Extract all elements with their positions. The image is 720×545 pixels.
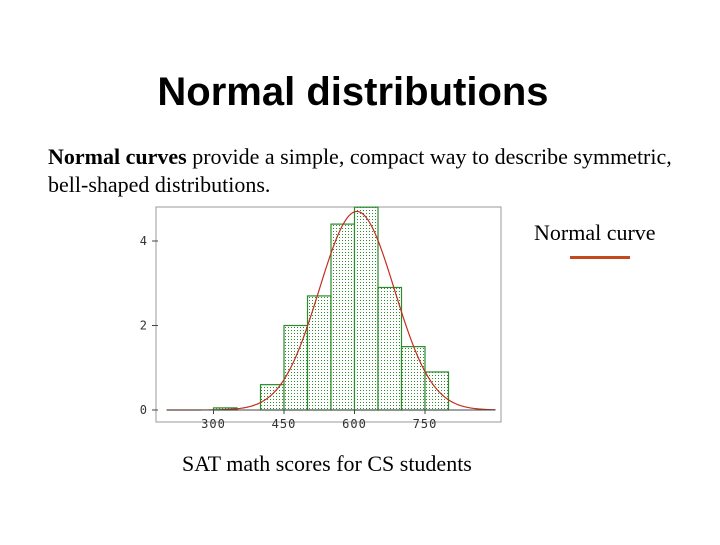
intro-rest-text: provide a simple, compact way to describ…	[48, 144, 672, 197]
histogram-bar	[259, 384, 285, 411]
histogram-bar	[400, 346, 426, 411]
histogram-bar	[306, 295, 332, 411]
x-tick-label: 600	[342, 417, 367, 431]
y-tick-label: 2	[140, 319, 147, 333]
intro-text: Normal curves provide a simple, compact …	[48, 143, 688, 199]
intro-bold-term: Normal curves	[48, 144, 187, 169]
x-axis-label: SAT math scores for CS students	[182, 451, 472, 476]
slide-title: Normal distributions	[157, 70, 549, 114]
x-tick-label: 750	[413, 417, 438, 431]
y-tick-label: 0	[140, 403, 147, 417]
legend-swatch	[570, 256, 630, 259]
histogram-bar	[330, 223, 356, 411]
histogram-bar	[353, 206, 379, 411]
plot-frame	[155, 206, 502, 423]
legend-label: Normal curve	[534, 220, 656, 245]
x-tick-label: 300	[201, 417, 226, 431]
x-tick-label: 450	[272, 417, 297, 431]
y-tick-label: 4	[140, 234, 147, 248]
histogram-bar	[283, 324, 309, 411]
histogram-bar	[377, 286, 403, 411]
